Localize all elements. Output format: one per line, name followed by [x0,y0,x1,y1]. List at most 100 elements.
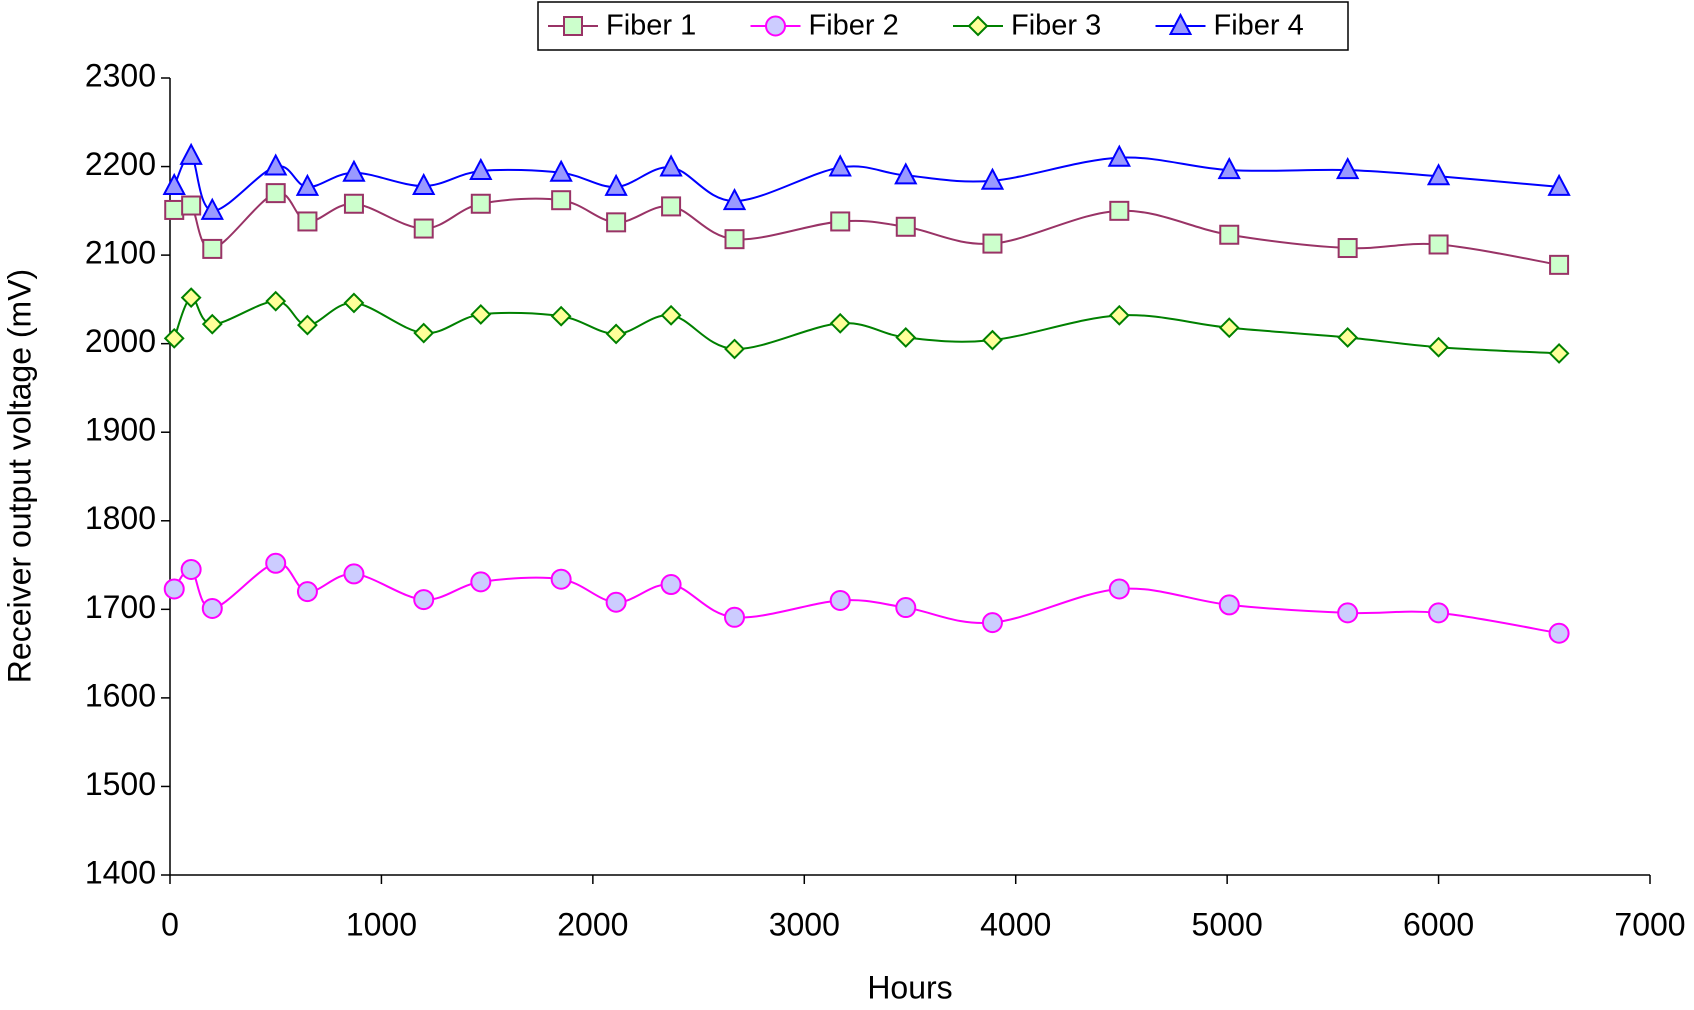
y-tick-label: 1800 [85,500,156,536]
marker [470,571,492,593]
marker [980,167,1005,190]
x-tick-label: 6000 [1403,906,1474,942]
y-axis-title: Receiver output voltage (mV) [1,269,37,683]
marker [829,312,851,334]
marker [895,216,916,237]
marker [1548,622,1570,644]
marker [412,172,436,196]
marker [1168,12,1193,35]
marker [470,304,492,325]
marker [563,16,583,36]
marker [1109,200,1130,221]
marker [982,233,1003,254]
marker [265,552,287,574]
y-tick-label: 1600 [85,677,156,713]
x-tick-label: 0 [161,906,179,942]
marker [1426,163,1451,186]
marker [470,193,491,214]
marker [1336,156,1360,180]
marker [1107,144,1131,167]
marker [179,142,203,165]
marker [895,597,917,619]
legend-box [537,1,1349,51]
x-tick-label: 4000 [980,906,1051,942]
series-line [173,154,1560,212]
marker [343,563,365,585]
marker [180,558,202,580]
marker [661,196,682,217]
marker [551,190,572,211]
marker [967,15,989,37]
marker [549,159,573,182]
marker [1108,304,1130,326]
marker [1547,173,1571,196]
x-axis-title: Hours [867,969,952,1005]
y-tick-label: 1500 [85,766,156,802]
legend-label: Fiber 4 [1214,10,1304,42]
marker [201,597,223,619]
marker [413,218,434,239]
marker [469,157,493,180]
marker [297,314,318,336]
marker [1428,602,1450,624]
marker [202,238,223,259]
marker [342,159,366,182]
marker [180,287,202,309]
marker [724,338,745,360]
y-tick-label: 1900 [85,412,156,448]
marker [829,589,851,611]
marker [550,568,572,590]
marker [604,173,628,196]
marker [201,313,223,335]
marker [1337,327,1359,348]
x-tick-label: 2000 [557,906,628,942]
marker [724,606,746,628]
series-line [173,191,1560,266]
marker [765,15,786,37]
marker [297,211,318,232]
marker [981,612,1003,634]
marker [343,193,364,214]
marker [660,304,682,326]
marker [162,172,186,196]
marker [1219,224,1240,245]
marker [605,591,627,613]
marker [164,199,185,220]
marker [413,589,435,611]
marker [830,211,851,232]
marker [1337,238,1358,259]
marker [895,327,917,348]
marker [659,154,683,177]
marker [265,183,286,204]
marker [1428,234,1449,255]
x-tick-label: 5000 [1192,906,1263,942]
marker [724,229,745,250]
marker [343,292,365,314]
marker [163,578,185,600]
legend-label: Fiber 3 [1011,10,1101,42]
x-tick-label: 1000 [346,906,417,942]
x-tick-label: 7000 [1614,906,1685,942]
marker [295,173,320,196]
marker [1218,317,1240,339]
legend-label: Fiber 1 [606,10,696,42]
x-tick-label: 3000 [769,906,840,942]
marker [264,153,288,176]
series-line [173,296,1560,355]
marker [1217,156,1241,180]
y-tick-label: 2300 [85,57,156,93]
marker [982,329,1003,351]
legend-label: Fiber 2 [809,10,899,42]
marker [265,290,287,312]
y-tick-label: 1700 [85,589,156,625]
marker [894,162,918,185]
marker [200,197,224,220]
marker [163,327,185,349]
series-line [173,562,1560,635]
marker [828,154,852,177]
y-tick-label: 2200 [85,146,156,182]
marker [722,187,747,211]
y-tick-label: 2000 [85,323,156,359]
marker [606,212,627,233]
